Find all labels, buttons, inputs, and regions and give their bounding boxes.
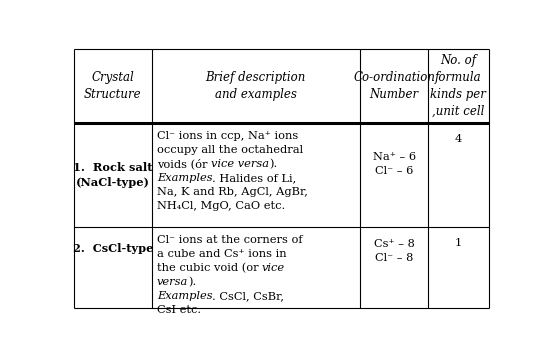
Text: occupy all the octahedral: occupy all the octahedral — [156, 145, 303, 155]
Text: 2.  CsCl-type: 2. CsCl-type — [72, 243, 153, 254]
Text: Cl⁻ ions in ccp, Na⁺ ions: Cl⁻ ions in ccp, Na⁺ ions — [156, 131, 298, 141]
Text: No. of
formula
kinds per
,unit cell: No. of formula kinds per ,unit cell — [430, 54, 486, 118]
Text: Brief description
and examples: Brief description and examples — [206, 71, 306, 101]
Text: vice versa: vice versa — [211, 159, 269, 169]
Text: Na, K and Rb, AgCl, AgBr,: Na, K and Rb, AgCl, AgBr, — [156, 187, 307, 197]
Text: NH₄Cl, MgO, CaO etc.: NH₄Cl, MgO, CaO etc. — [156, 201, 285, 211]
Text: Cs⁺ – 8
Cl⁻ – 8: Cs⁺ – 8 Cl⁻ – 8 — [374, 239, 414, 263]
Text: the cubic void (or: the cubic void (or — [156, 263, 262, 273]
Text: vice: vice — [262, 263, 285, 273]
Text: 1.  Rock salt
(NaCl-type): 1. Rock salt (NaCl-type) — [73, 163, 153, 188]
Text: Cl⁻ ions at the corners of: Cl⁻ ions at the corners of — [156, 235, 302, 245]
Text: versa: versa — [156, 277, 188, 287]
Text: Crystal
Structure: Crystal Structure — [84, 71, 142, 101]
Text: a cube and Cs⁺ ions in: a cube and Cs⁺ ions in — [156, 249, 287, 259]
Text: Na⁺ – 6
Cl⁻ – 6: Na⁺ – 6 Cl⁻ – 6 — [373, 152, 416, 177]
Text: 4: 4 — [455, 134, 462, 144]
Text: ).: ). — [188, 277, 196, 287]
Text: CsI etc.: CsI etc. — [156, 305, 201, 315]
Text: . CsCl, CsBr,: . CsCl, CsBr, — [212, 291, 284, 301]
Text: Co-ordination
Number: Co-ordination Number — [353, 71, 435, 101]
Text: voids (ór: voids (ór — [156, 159, 211, 170]
Text: ).: ). — [269, 159, 277, 169]
Text: Examples: Examples — [156, 173, 212, 183]
Text: Examples: Examples — [156, 291, 212, 301]
Text: 1: 1 — [455, 238, 462, 248]
Text: . Halides of Li,: . Halides of Li, — [212, 173, 296, 183]
